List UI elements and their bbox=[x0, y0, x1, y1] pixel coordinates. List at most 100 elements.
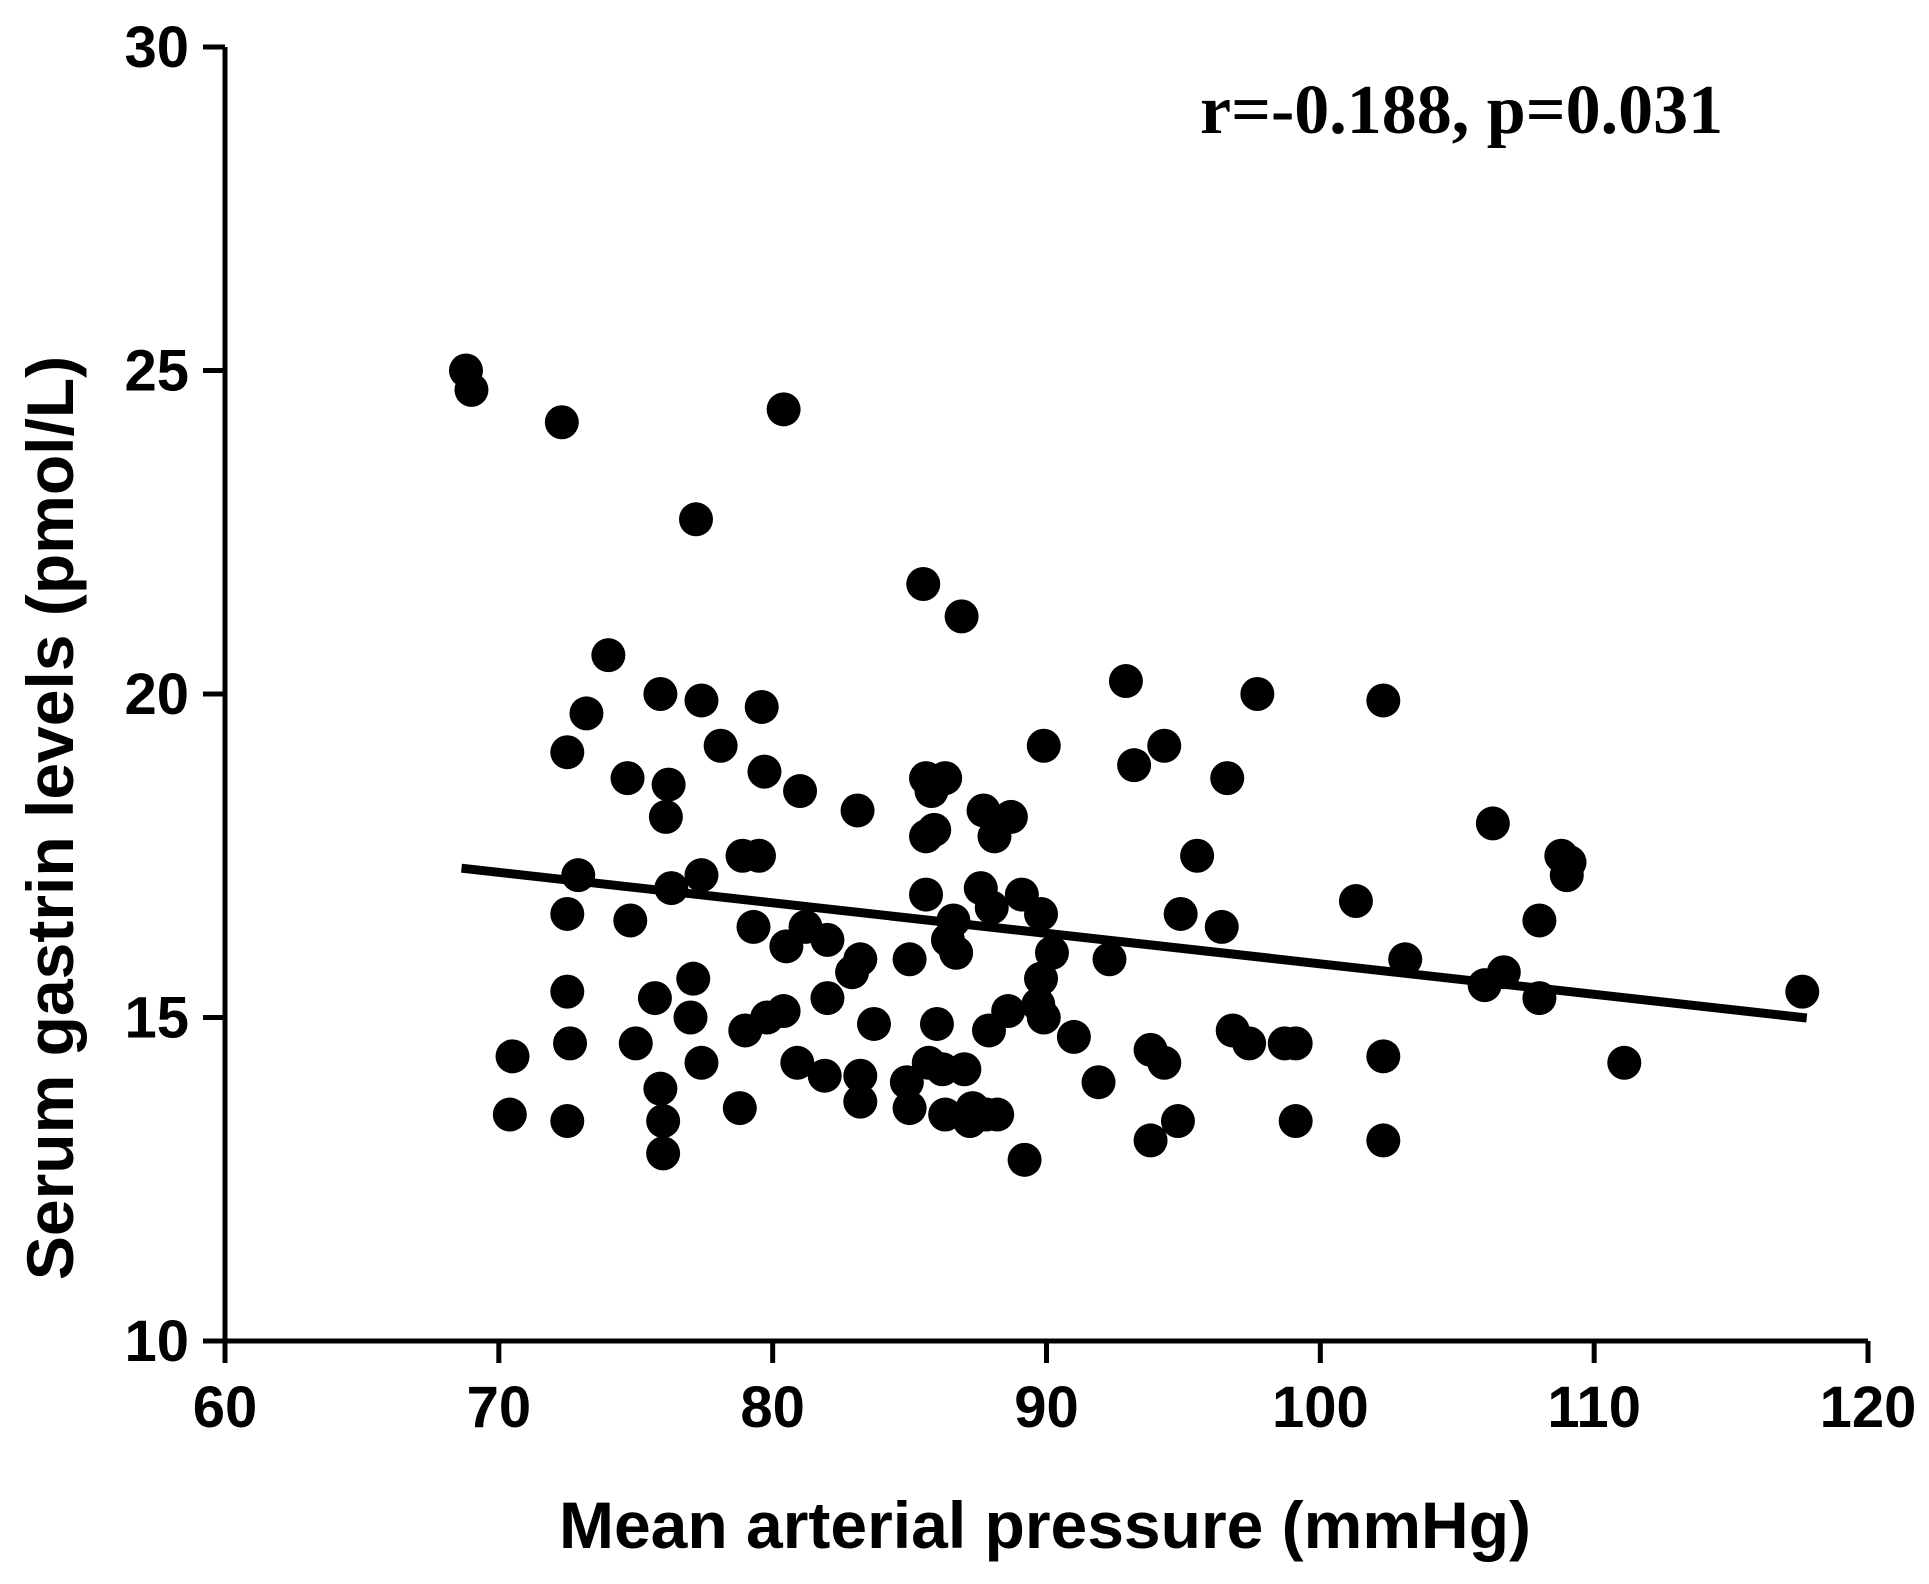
data-point bbox=[971, 1013, 1006, 1048]
data-point bbox=[1204, 909, 1239, 944]
data-point bbox=[1366, 683, 1401, 718]
data-point bbox=[780, 1045, 815, 1080]
data-point bbox=[684, 1045, 719, 1080]
data-point bbox=[1133, 1123, 1168, 1158]
data-point bbox=[728, 1013, 763, 1048]
data-point bbox=[1024, 961, 1059, 996]
data-point bbox=[495, 1039, 530, 1074]
data-point bbox=[906, 567, 941, 602]
data-point bbox=[643, 1071, 678, 1106]
data-point bbox=[544, 405, 579, 440]
data-point bbox=[914, 774, 949, 809]
data-point bbox=[1522, 903, 1557, 938]
data-point bbox=[1024, 896, 1059, 931]
data-point bbox=[561, 858, 596, 893]
data-point bbox=[947, 1052, 982, 1087]
x-axis-title: Mean arterial pressure (mmHg) bbox=[559, 1488, 1531, 1562]
data-point bbox=[1549, 858, 1584, 893]
data-point bbox=[722, 1091, 757, 1126]
data-point bbox=[980, 1097, 1015, 1132]
data-point bbox=[703, 728, 738, 763]
data-point bbox=[1081, 1065, 1116, 1100]
data-point bbox=[736, 909, 771, 944]
data-point bbox=[1160, 1104, 1195, 1139]
data-point bbox=[1034, 935, 1069, 970]
x-tick-label: 80 bbox=[740, 1375, 805, 1440]
data-point bbox=[1021, 987, 1056, 1022]
data-point bbox=[917, 812, 952, 847]
correlation-annotation: r=-0.188, p=0.031 bbox=[1200, 72, 1723, 149]
data-point bbox=[637, 981, 672, 1016]
data-point bbox=[610, 761, 645, 796]
data-point bbox=[977, 819, 1012, 854]
data-point bbox=[783, 774, 818, 809]
data-point bbox=[1338, 884, 1373, 919]
data-point bbox=[1366, 1039, 1401, 1074]
data-point bbox=[454, 372, 489, 407]
data-point bbox=[843, 1084, 878, 1119]
data-point bbox=[1056, 1019, 1091, 1054]
data-point bbox=[1108, 664, 1143, 699]
x-tick-label: 100 bbox=[1272, 1375, 1369, 1440]
x-tick-label: 90 bbox=[1014, 1375, 1079, 1440]
data-point bbox=[807, 1058, 842, 1093]
data-point bbox=[569, 696, 604, 731]
data-point bbox=[1026, 728, 1061, 763]
data-point bbox=[810, 922, 845, 957]
y-tick-label: 25 bbox=[124, 339, 189, 404]
data-point bbox=[684, 858, 719, 893]
data-point bbox=[939, 935, 974, 970]
x-tick-label: 60 bbox=[193, 1375, 258, 1440]
data-point bbox=[1278, 1026, 1313, 1061]
y-axis-title: Serum gastrin levels (pmol/L) bbox=[13, 356, 87, 1280]
data-point bbox=[1007, 1142, 1042, 1177]
y-tick-label: 20 bbox=[124, 662, 189, 727]
data-point bbox=[889, 1065, 924, 1100]
data-point bbox=[550, 735, 585, 770]
data-point bbox=[613, 903, 648, 938]
data-point bbox=[1092, 942, 1127, 977]
y-axis: 10 15 20 25 30 bbox=[124, 15, 228, 1374]
data-point bbox=[909, 877, 944, 912]
data-point bbox=[1117, 748, 1152, 783]
data-point bbox=[1147, 1045, 1182, 1080]
data-point bbox=[1147, 728, 1182, 763]
data-point bbox=[944, 599, 979, 634]
x-tick-label: 70 bbox=[467, 1375, 532, 1440]
data-point bbox=[1180, 838, 1215, 873]
data-point bbox=[835, 955, 870, 990]
data-point bbox=[744, 689, 779, 724]
data-point bbox=[550, 896, 585, 931]
data-point bbox=[966, 793, 1001, 828]
data-point bbox=[952, 1104, 987, 1139]
regression-line-group bbox=[461, 863, 1808, 1023]
data-point bbox=[1278, 1104, 1313, 1139]
data-point bbox=[1475, 806, 1510, 841]
data-point bbox=[673, 1000, 708, 1035]
data-point bbox=[646, 1104, 681, 1139]
data-point bbox=[840, 793, 875, 828]
data-point bbox=[1163, 896, 1198, 931]
y-tick-label: 15 bbox=[124, 986, 189, 1051]
data-point bbox=[919, 1006, 954, 1041]
data-point bbox=[1785, 974, 1820, 1009]
data-point bbox=[892, 1091, 927, 1126]
data-point bbox=[769, 929, 804, 964]
x-tick-label: 120 bbox=[1820, 1375, 1917, 1440]
data-point bbox=[1210, 761, 1245, 796]
data-point bbox=[591, 638, 626, 673]
data-point bbox=[550, 1104, 585, 1139]
data-point bbox=[856, 1006, 891, 1041]
data-point bbox=[651, 767, 686, 802]
data-point bbox=[843, 1058, 878, 1093]
data-point bbox=[766, 392, 801, 427]
y-tick-label: 30 bbox=[124, 15, 189, 80]
x-axis: 60 70 80 90 100 110 120 bbox=[193, 1338, 1917, 1440]
data-point bbox=[550, 974, 585, 1009]
data-point bbox=[492, 1097, 527, 1132]
data-point bbox=[618, 1026, 653, 1061]
data-point bbox=[892, 942, 927, 977]
data-points bbox=[448, 353, 1820, 1177]
regression-line bbox=[461, 863, 1808, 1023]
